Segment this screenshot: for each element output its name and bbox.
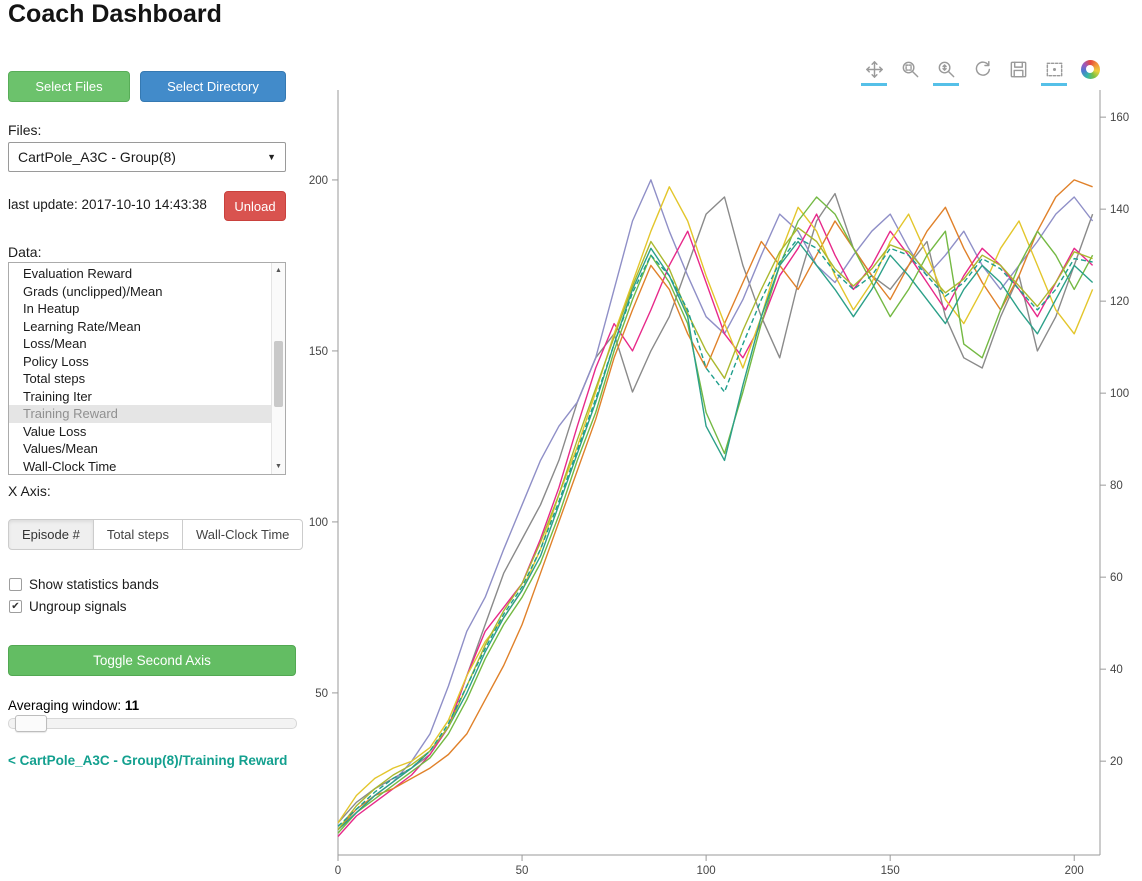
checkbox-label: Show statistics bands	[29, 577, 159, 592]
svg-text:80: 80	[1110, 480, 1123, 492]
averaging-window-text: Averaging window:	[8, 698, 122, 713]
averaging-window-label: Averaging window: 11	[8, 698, 139, 713]
data-listbox[interactable]: Evaluation Reward Grads (unclipped)/Mean I…	[8, 262, 286, 475]
scroll-down-icon[interactable]: ▼	[275, 463, 282, 470]
data-list-item[interactable]: Loss/Mean	[23, 336, 87, 351]
show-statistics-bands-checkbox[interactable]: ✔ Show statistics bands	[9, 577, 159, 592]
files-label: Files:	[8, 122, 42, 138]
xaxis-toggle-group: Episode # Total steps Wall-Clock Time	[8, 519, 304, 550]
page-title: Coach Dashboard	[8, 0, 222, 28]
checkbox-icon[interactable]: ✔	[9, 578, 22, 591]
data-label: Data:	[8, 244, 42, 260]
scroll-up-icon[interactable]: ▲	[275, 267, 282, 274]
svg-text:20: 20	[1110, 756, 1123, 768]
svg-text:50: 50	[516, 865, 529, 877]
svg-text:0: 0	[335, 865, 341, 877]
pan-tool-icon[interactable]	[861, 57, 887, 86]
svg-text:120: 120	[1110, 296, 1129, 308]
svg-text:100: 100	[309, 517, 328, 529]
xaxis-option-episode-[interactable]: Episode #	[8, 519, 94, 550]
svg-text:160: 160	[1110, 112, 1129, 124]
svg-text:200: 200	[309, 175, 328, 187]
svg-text:100: 100	[697, 865, 716, 877]
data-list-item[interactable]: Wall-Clock Time	[23, 458, 117, 474]
plot-toolbar	[861, 57, 1102, 86]
svg-text:50: 50	[315, 688, 328, 700]
data-list-item[interactable]: In Heatup	[23, 301, 80, 316]
x-axis-label: X Axis:	[8, 483, 51, 499]
checkbox-icon[interactable]: ✔	[9, 600, 22, 613]
svg-text:60: 60	[1110, 572, 1123, 584]
wheel-zoom-tool-icon[interactable]	[933, 57, 959, 86]
files-dropdown-value: CartPole_A3C - Group(8)	[18, 149, 176, 165]
save-tool-icon[interactable]	[1006, 57, 1030, 81]
slider-handle[interactable]	[15, 715, 47, 732]
xaxis-option-total-steps[interactable]: Total steps	[92, 519, 183, 550]
svg-text:140: 140	[1110, 204, 1129, 216]
svg-text:150: 150	[309, 346, 328, 358]
toggle-second-axis-button[interactable]: Toggle Second Axis	[8, 645, 296, 676]
unload-button[interactable]: Unload	[224, 191, 286, 221]
last-update-text: last update: 2017-10-10 14:43:38	[8, 197, 207, 212]
averaging-window-value: 11	[124, 698, 140, 713]
select-files-button[interactable]: Select Files	[8, 71, 130, 102]
data-list-item[interactable]: Learning Rate/Mean	[23, 318, 141, 334]
files-dropdown[interactable]: CartPole_A3C - Group(8) ▼	[8, 142, 286, 172]
svg-text:40: 40	[1110, 664, 1123, 676]
reset-tool-icon[interactable]	[970, 57, 994, 81]
data-list-item[interactable]: Total steps	[23, 371, 86, 386]
box-zoom-tool-icon[interactable]	[898, 57, 922, 81]
svg-text:150: 150	[881, 865, 900, 877]
data-list-item[interactable]: Policy Loss	[23, 353, 89, 369]
check-icon: ✔	[11, 601, 20, 612]
data-list-item[interactable]: Training Iter	[23, 388, 92, 404]
select-directory-button[interactable]: Select Directory	[140, 71, 286, 102]
scrollbar-thumb[interactable]	[274, 341, 283, 407]
data-list-item[interactable]: Grads (unclipped)/Mean	[23, 283, 163, 299]
listbox-scrollbar[interactable]: ▲ ▼	[271, 263, 285, 474]
averaging-window-slider[interactable]	[8, 715, 297, 732]
data-list-item[interactable]: Training Reward	[9, 405, 272, 423]
bokeh-logo-icon[interactable]	[1078, 57, 1102, 81]
svg-text:200: 200	[1065, 865, 1084, 877]
data-list-item[interactable]: Evaluation Reward	[23, 266, 133, 281]
hover-tool-icon[interactable]	[1041, 57, 1067, 86]
svg-text:100: 100	[1110, 388, 1129, 400]
dropdown-caret-icon: ▼	[267, 152, 276, 162]
ungroup-signals-checkbox[interactable]: ✔ Ungroup signals	[9, 599, 127, 614]
data-list-item[interactable]: Value Loss	[23, 423, 87, 439]
data-list-item[interactable]: Values/Mean	[23, 441, 98, 456]
checkbox-label: Ungroup signals	[29, 599, 127, 614]
plot-breadcrumb-link[interactable]: < CartPole_A3C - Group(8)/Training Rewar…	[8, 753, 288, 768]
xaxis-option-wall-clock-time[interactable]: Wall-Clock Time	[181, 519, 304, 550]
